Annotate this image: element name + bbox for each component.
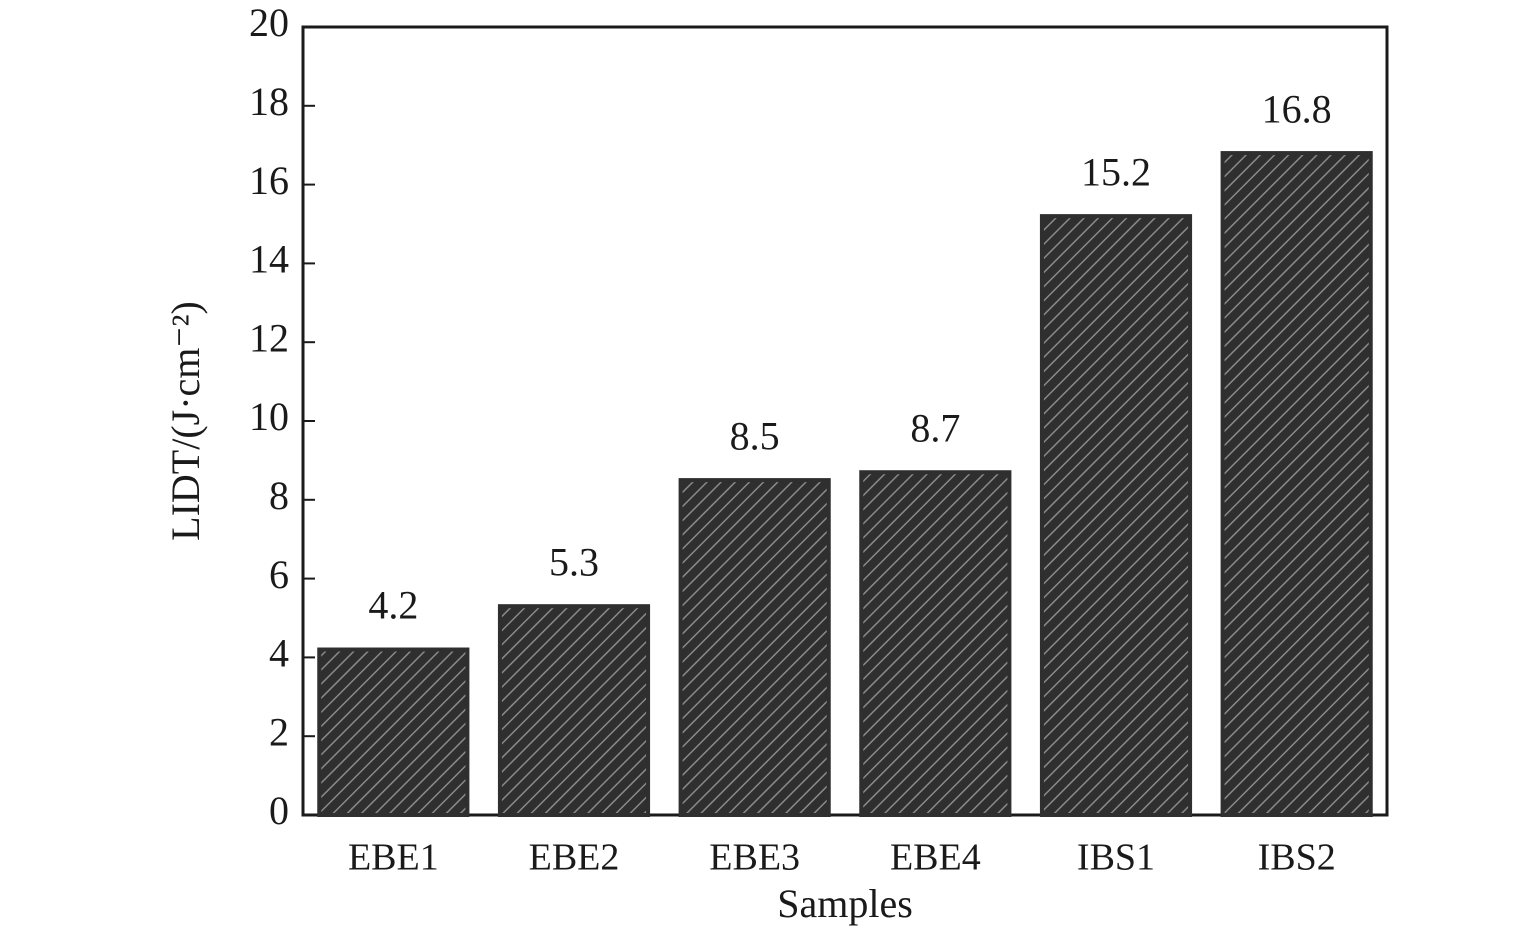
y-tick-label: 4: [269, 631, 289, 676]
y-tick-label: 14: [249, 237, 289, 282]
y-tick-label: 18: [249, 79, 289, 124]
bar: [859, 470, 1012, 817]
bar: [678, 478, 831, 817]
y-tick-label: 20: [249, 0, 289, 45]
value-label: 4.2: [368, 583, 418, 628]
value-label: 5.3: [549, 539, 599, 584]
y-tick-label: 10: [249, 394, 289, 439]
value-label: 8.7: [910, 405, 960, 450]
y-tick-label: 0: [269, 788, 289, 833]
bar: [497, 604, 651, 817]
y-tick-label: 12: [249, 315, 289, 360]
y-tick-label: 16: [249, 158, 289, 203]
x-tick-label: EBE1: [348, 837, 439, 879]
value-label: 8.5: [730, 413, 780, 458]
x-tick-label: EBE3: [709, 837, 800, 879]
x-axis-title: Samples: [777, 881, 913, 926]
x-tick-label: IBS2: [1258, 837, 1336, 879]
y-tick-label: 2: [269, 709, 289, 754]
value-label: 16.8: [1262, 86, 1332, 131]
x-tick-label: EBE2: [529, 837, 620, 879]
x-tick-label: IBS1: [1077, 837, 1155, 879]
bar: [317, 647, 470, 818]
x-tick-label: EBE4: [890, 837, 981, 879]
y-tick-label: 8: [269, 473, 289, 518]
bar: [1039, 214, 1193, 817]
value-label: 15.2: [1081, 149, 1151, 194]
y-tick-label: 6: [269, 552, 289, 597]
bar: [1220, 151, 1373, 817]
y-axis-title: LIDT/(J·cm⁻²): [163, 301, 208, 541]
